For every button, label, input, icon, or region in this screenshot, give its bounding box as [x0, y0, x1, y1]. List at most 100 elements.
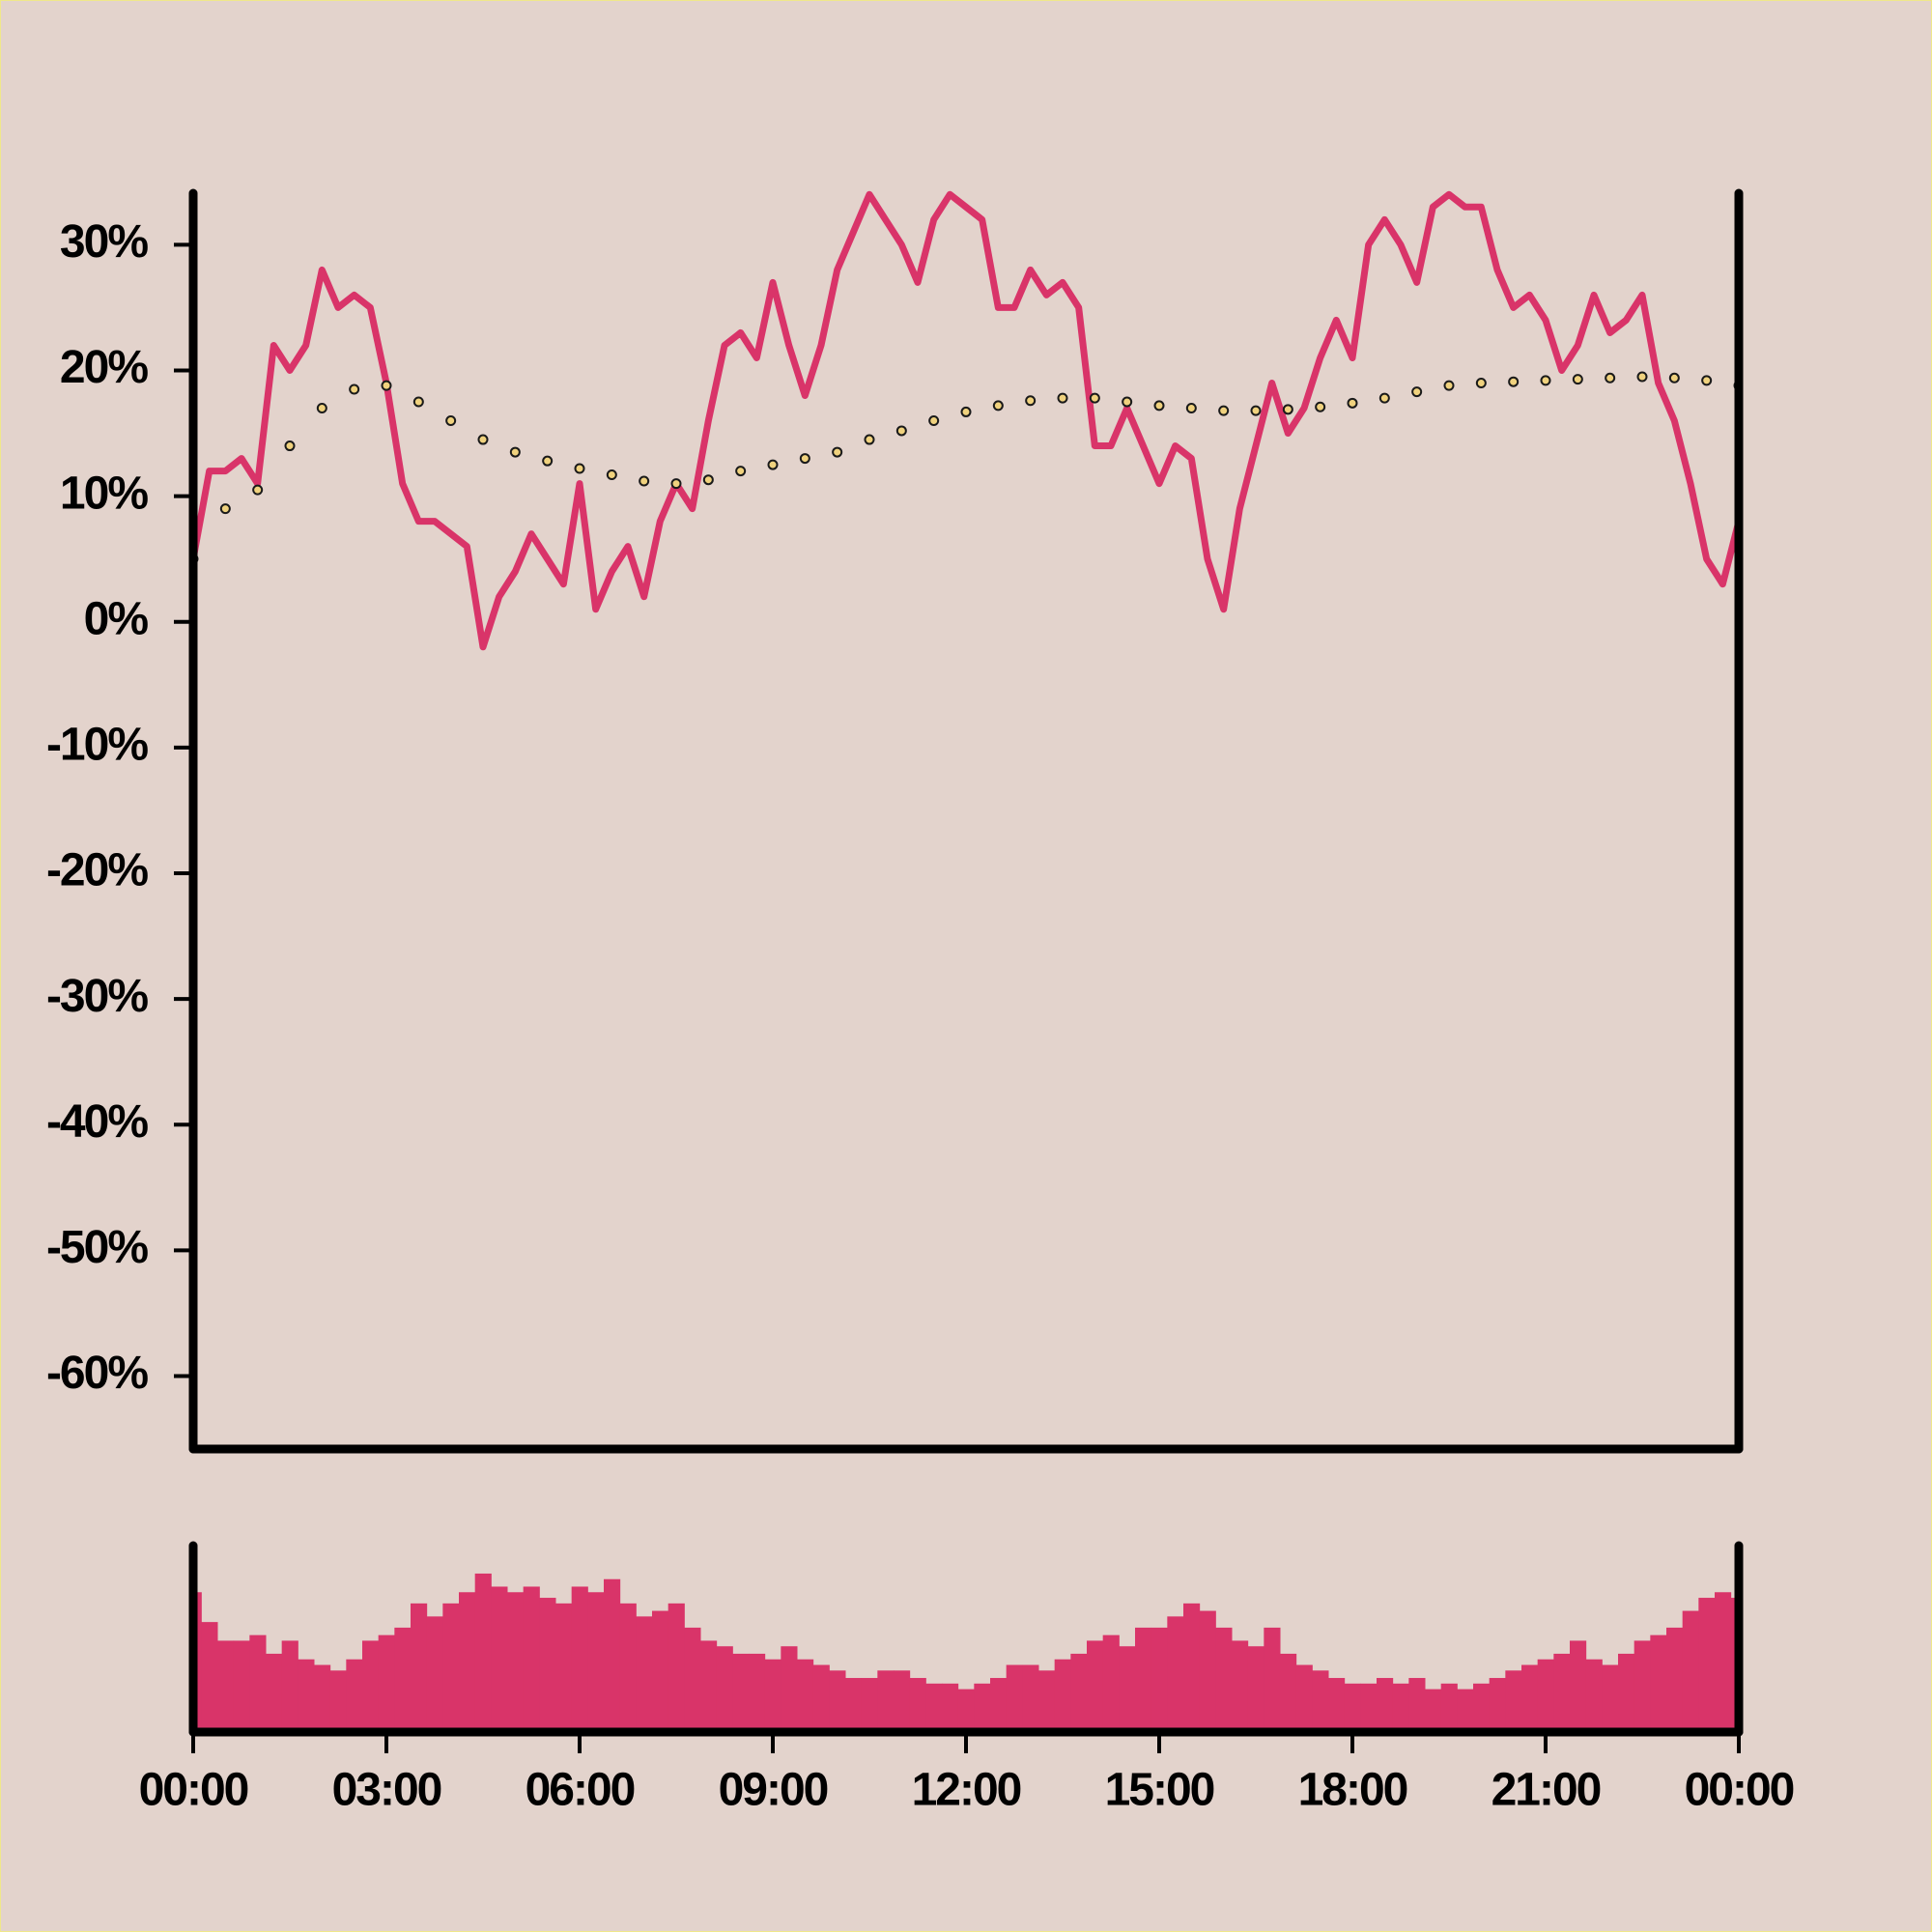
- volume-bar: [668, 1603, 685, 1732]
- moving-average-dot: [1250, 405, 1262, 416]
- x-tick-label: 12:00: [912, 1765, 1021, 1816]
- volume-bar: [974, 1683, 991, 1732]
- volume-bar: [1489, 1678, 1506, 1732]
- moving-average-dot: [1475, 377, 1487, 388]
- volume-bar: [812, 1664, 830, 1732]
- volume-bar: [1119, 1646, 1136, 1732]
- moving-average-dot: [349, 384, 360, 395]
- x-tick-label: 15:00: [1105, 1765, 1214, 1816]
- y-tick-label: -60%: [46, 1348, 148, 1399]
- volume-bar: [700, 1640, 718, 1732]
- moving-average-dot: [574, 463, 585, 474]
- volume-bar: [1247, 1646, 1264, 1732]
- moving-average-dot: [1089, 392, 1100, 404]
- moving-average-dot: [1347, 397, 1358, 409]
- moving-average-dot: [1378, 392, 1390, 404]
- moving-average-dot: [606, 469, 617, 480]
- volume-bar: [652, 1610, 669, 1732]
- moving-average-dot: [895, 425, 907, 437]
- price-line: [193, 190, 1739, 651]
- moving-average-dot: [1572, 374, 1583, 385]
- volume-bar: [1570, 1640, 1587, 1732]
- volume-bar: [1585, 1659, 1603, 1732]
- volume-bar: [491, 1586, 508, 1732]
- volume-bar: [1183, 1603, 1201, 1732]
- volume-bar: [861, 1678, 878, 1732]
- moving-average-dot: [509, 446, 521, 458]
- volume-bar: [797, 1659, 814, 1732]
- volume-bar: [604, 1578, 621, 1732]
- volume-bar: [362, 1640, 380, 1732]
- volume-bar: [684, 1627, 701, 1732]
- volume-bar: [571, 1586, 588, 1732]
- volume-bar: [1377, 1678, 1394, 1732]
- volume-bar: [217, 1640, 235, 1732]
- volume-bar: [845, 1678, 863, 1732]
- volume-bar: [990, 1678, 1008, 1732]
- moving-average-dot: [1443, 380, 1455, 391]
- volume-bar: [636, 1616, 653, 1732]
- volume-bar: [1408, 1678, 1426, 1732]
- volume-bar: [281, 1640, 298, 1732]
- x-tick-label: 06:00: [526, 1765, 635, 1816]
- moving-average-dot: [832, 446, 843, 458]
- volume-bar: [1328, 1678, 1346, 1732]
- volume-bar: [1006, 1664, 1023, 1732]
- volume-bar: [314, 1664, 331, 1732]
- volume-bar: [1360, 1683, 1378, 1732]
- moving-average-dot: [219, 503, 231, 515]
- x-tick-label: 00:00: [1685, 1765, 1794, 1816]
- volume-bar: [1602, 1664, 1619, 1732]
- volume-bar: [1634, 1640, 1651, 1732]
- volume-bar: [1264, 1627, 1281, 1732]
- y-tick-label: 0%: [84, 593, 149, 644]
- moving-average-dot: [1282, 404, 1293, 415]
- moving-average-dot: [1315, 401, 1326, 412]
- moving-average-dot: [1153, 400, 1165, 412]
- y-tick-label: -50%: [46, 1222, 148, 1273]
- volume-bar: [1167, 1616, 1184, 1732]
- moving-average-dot: [1185, 403, 1197, 414]
- volume-bar: [329, 1670, 347, 1732]
- volume-bar: [1505, 1670, 1522, 1732]
- x-tick-label: 21:00: [1492, 1765, 1601, 1816]
- volume-bar: [781, 1646, 798, 1732]
- moving-average-dot: [284, 440, 296, 452]
- volume-bar: [894, 1670, 911, 1732]
- volume-bar: [1070, 1653, 1088, 1732]
- moving-average-dot: [412, 396, 424, 408]
- moving-average-dot: [799, 453, 810, 465]
- volume-bar: [1392, 1683, 1409, 1732]
- moving-average-dot: [477, 434, 489, 445]
- moving-average-dot: [1636, 371, 1648, 383]
- moving-average-dot: [1508, 376, 1520, 387]
- volume-bar: [539, 1598, 556, 1732]
- volume-bar: [1135, 1627, 1152, 1732]
- volume-bar: [1199, 1610, 1216, 1732]
- moving-average-dot: [960, 406, 972, 417]
- moving-average-dot: [1218, 405, 1230, 416]
- x-tick-label: 18:00: [1298, 1765, 1407, 1816]
- moving-average-dot: [735, 466, 747, 477]
- moving-average-dot: [445, 415, 457, 427]
- volume-bar: [1295, 1664, 1313, 1732]
- volume-bar: [829, 1670, 846, 1732]
- moving-average-dot: [767, 459, 779, 470]
- volume-bar: [732, 1653, 750, 1732]
- volume-bar: [925, 1683, 943, 1732]
- moving-average-dot: [702, 474, 714, 486]
- volume-bar: [346, 1659, 363, 1732]
- volume-bar: [909, 1678, 926, 1732]
- moving-average-dot: [1025, 395, 1037, 407]
- moving-average-dot: [542, 455, 554, 467]
- y-tick-label: -10%: [46, 720, 148, 771]
- moving-average-dot: [864, 434, 875, 445]
- volume-bar: [442, 1603, 460, 1732]
- y-tick-label: -30%: [46, 971, 148, 1022]
- volume-bar: [459, 1592, 476, 1732]
- volume-bar: [426, 1616, 443, 1732]
- y-tick-label: -40%: [46, 1096, 148, 1148]
